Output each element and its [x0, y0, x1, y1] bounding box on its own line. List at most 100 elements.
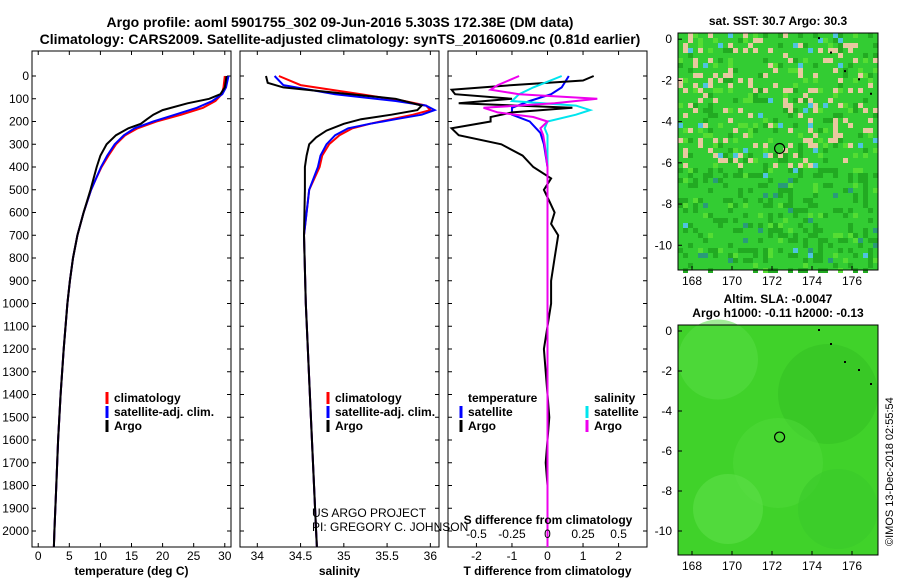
map-cell [743, 203, 748, 208]
map-cell [768, 233, 773, 238]
map-cell [683, 88, 688, 93]
map-cell [713, 153, 718, 158]
salinity-panel: 34 34.5 35 35.5 36 salinity [239, 50, 440, 578]
salinity-legend: climatology satellite-adj. clim. Argo [326, 391, 435, 433]
map-cell [698, 253, 703, 258]
map-cell [873, 173, 878, 178]
x-tick-label: 170 [722, 559, 742, 573]
map-cell [743, 98, 748, 103]
map-cell [793, 213, 798, 218]
map-cell [683, 128, 688, 133]
map-cells [678, 319, 878, 555]
map-cell [693, 108, 698, 113]
series-group [449, 75, 598, 547]
map-cell [848, 108, 853, 113]
map-cell [753, 48, 758, 53]
map-cell [813, 108, 818, 113]
map-cell [798, 153, 803, 158]
sla-map: 168 170 172 174 176 0 -2 -4 -6 -8 -10 [655, 319, 879, 573]
map-cell [788, 228, 793, 233]
title-line-1: Argo profile: aoml 5901755_302 09-Jun-20… [107, 14, 574, 30]
map-cell [863, 228, 868, 233]
map-cell [693, 474, 763, 544]
map-cell [778, 153, 783, 158]
map-cell [708, 188, 713, 193]
map-cell [683, 253, 688, 258]
map-cell [693, 58, 698, 63]
map-cell [848, 223, 853, 228]
map-cell [698, 248, 703, 253]
map-cell [793, 108, 798, 113]
argo-position-marker [773, 142, 786, 155]
map-cell [808, 138, 813, 143]
map-cell [818, 258, 823, 263]
map-cell [743, 213, 748, 218]
map-cell [838, 138, 843, 143]
map-cell [763, 88, 768, 93]
map-cell [703, 213, 708, 218]
map-cell [788, 253, 793, 258]
map-cell [763, 163, 768, 168]
map-cell [803, 58, 808, 63]
map-cell [728, 258, 733, 263]
map-cell [773, 63, 778, 68]
map-cell [733, 253, 738, 258]
map-cell [738, 108, 743, 113]
map-cell [708, 103, 713, 108]
map-cell [788, 88, 793, 93]
map-cell [768, 198, 773, 203]
map-cell [778, 123, 783, 128]
map-cell [808, 48, 813, 53]
map-cell [698, 123, 703, 128]
map-cell [853, 183, 858, 188]
map-cell [693, 88, 698, 93]
map-cell [718, 143, 723, 148]
map-cell [733, 98, 738, 103]
map-cell [803, 93, 808, 98]
map-cell [783, 183, 788, 188]
map-cell [773, 228, 778, 233]
map-cell [838, 33, 843, 38]
map-cell [683, 178, 688, 183]
map-cell [858, 133, 863, 138]
map-cell [798, 43, 803, 48]
map-cell [868, 263, 873, 268]
y-tick-label: 200 [9, 115, 29, 129]
map-cell [753, 128, 758, 133]
map-cell [728, 208, 733, 213]
map-cell [873, 53, 878, 58]
map-cell [728, 68, 733, 73]
map-cell [758, 238, 763, 243]
map-cell [823, 143, 828, 148]
map-cell [848, 48, 853, 53]
map-cell [743, 123, 748, 128]
map-cell [723, 48, 728, 53]
map-cell [833, 48, 838, 53]
map-cell [823, 148, 828, 153]
y-tick-label: 1900 [2, 501, 29, 515]
map-cell [683, 163, 688, 168]
map-cell [693, 208, 698, 213]
map-cell [728, 83, 733, 88]
map-cell [823, 118, 828, 123]
map-cell [798, 173, 803, 178]
map-cell [698, 48, 703, 53]
map-cell [833, 33, 838, 38]
map-cell [733, 153, 738, 158]
x-tick-label: 10 [94, 549, 108, 563]
map-cell [733, 418, 823, 508]
map-cell [698, 143, 703, 148]
x2-tick-label: 0.5 [610, 527, 627, 541]
map-cell [853, 168, 858, 173]
sla-map-title-2: Argo h1000: -0.11 h2000: -0.13 [692, 306, 864, 320]
map-cell [808, 118, 813, 123]
map-cell [698, 38, 703, 43]
map-cell [718, 248, 723, 253]
map-cell [818, 38, 823, 43]
series-line-argo [265, 75, 424, 547]
map-cell [768, 48, 773, 53]
sla-map-title-1: Altim. SLA: -0.0047 [724, 292, 833, 306]
map-cell [743, 173, 748, 178]
map-cell [748, 78, 753, 83]
map-cell [763, 253, 768, 258]
